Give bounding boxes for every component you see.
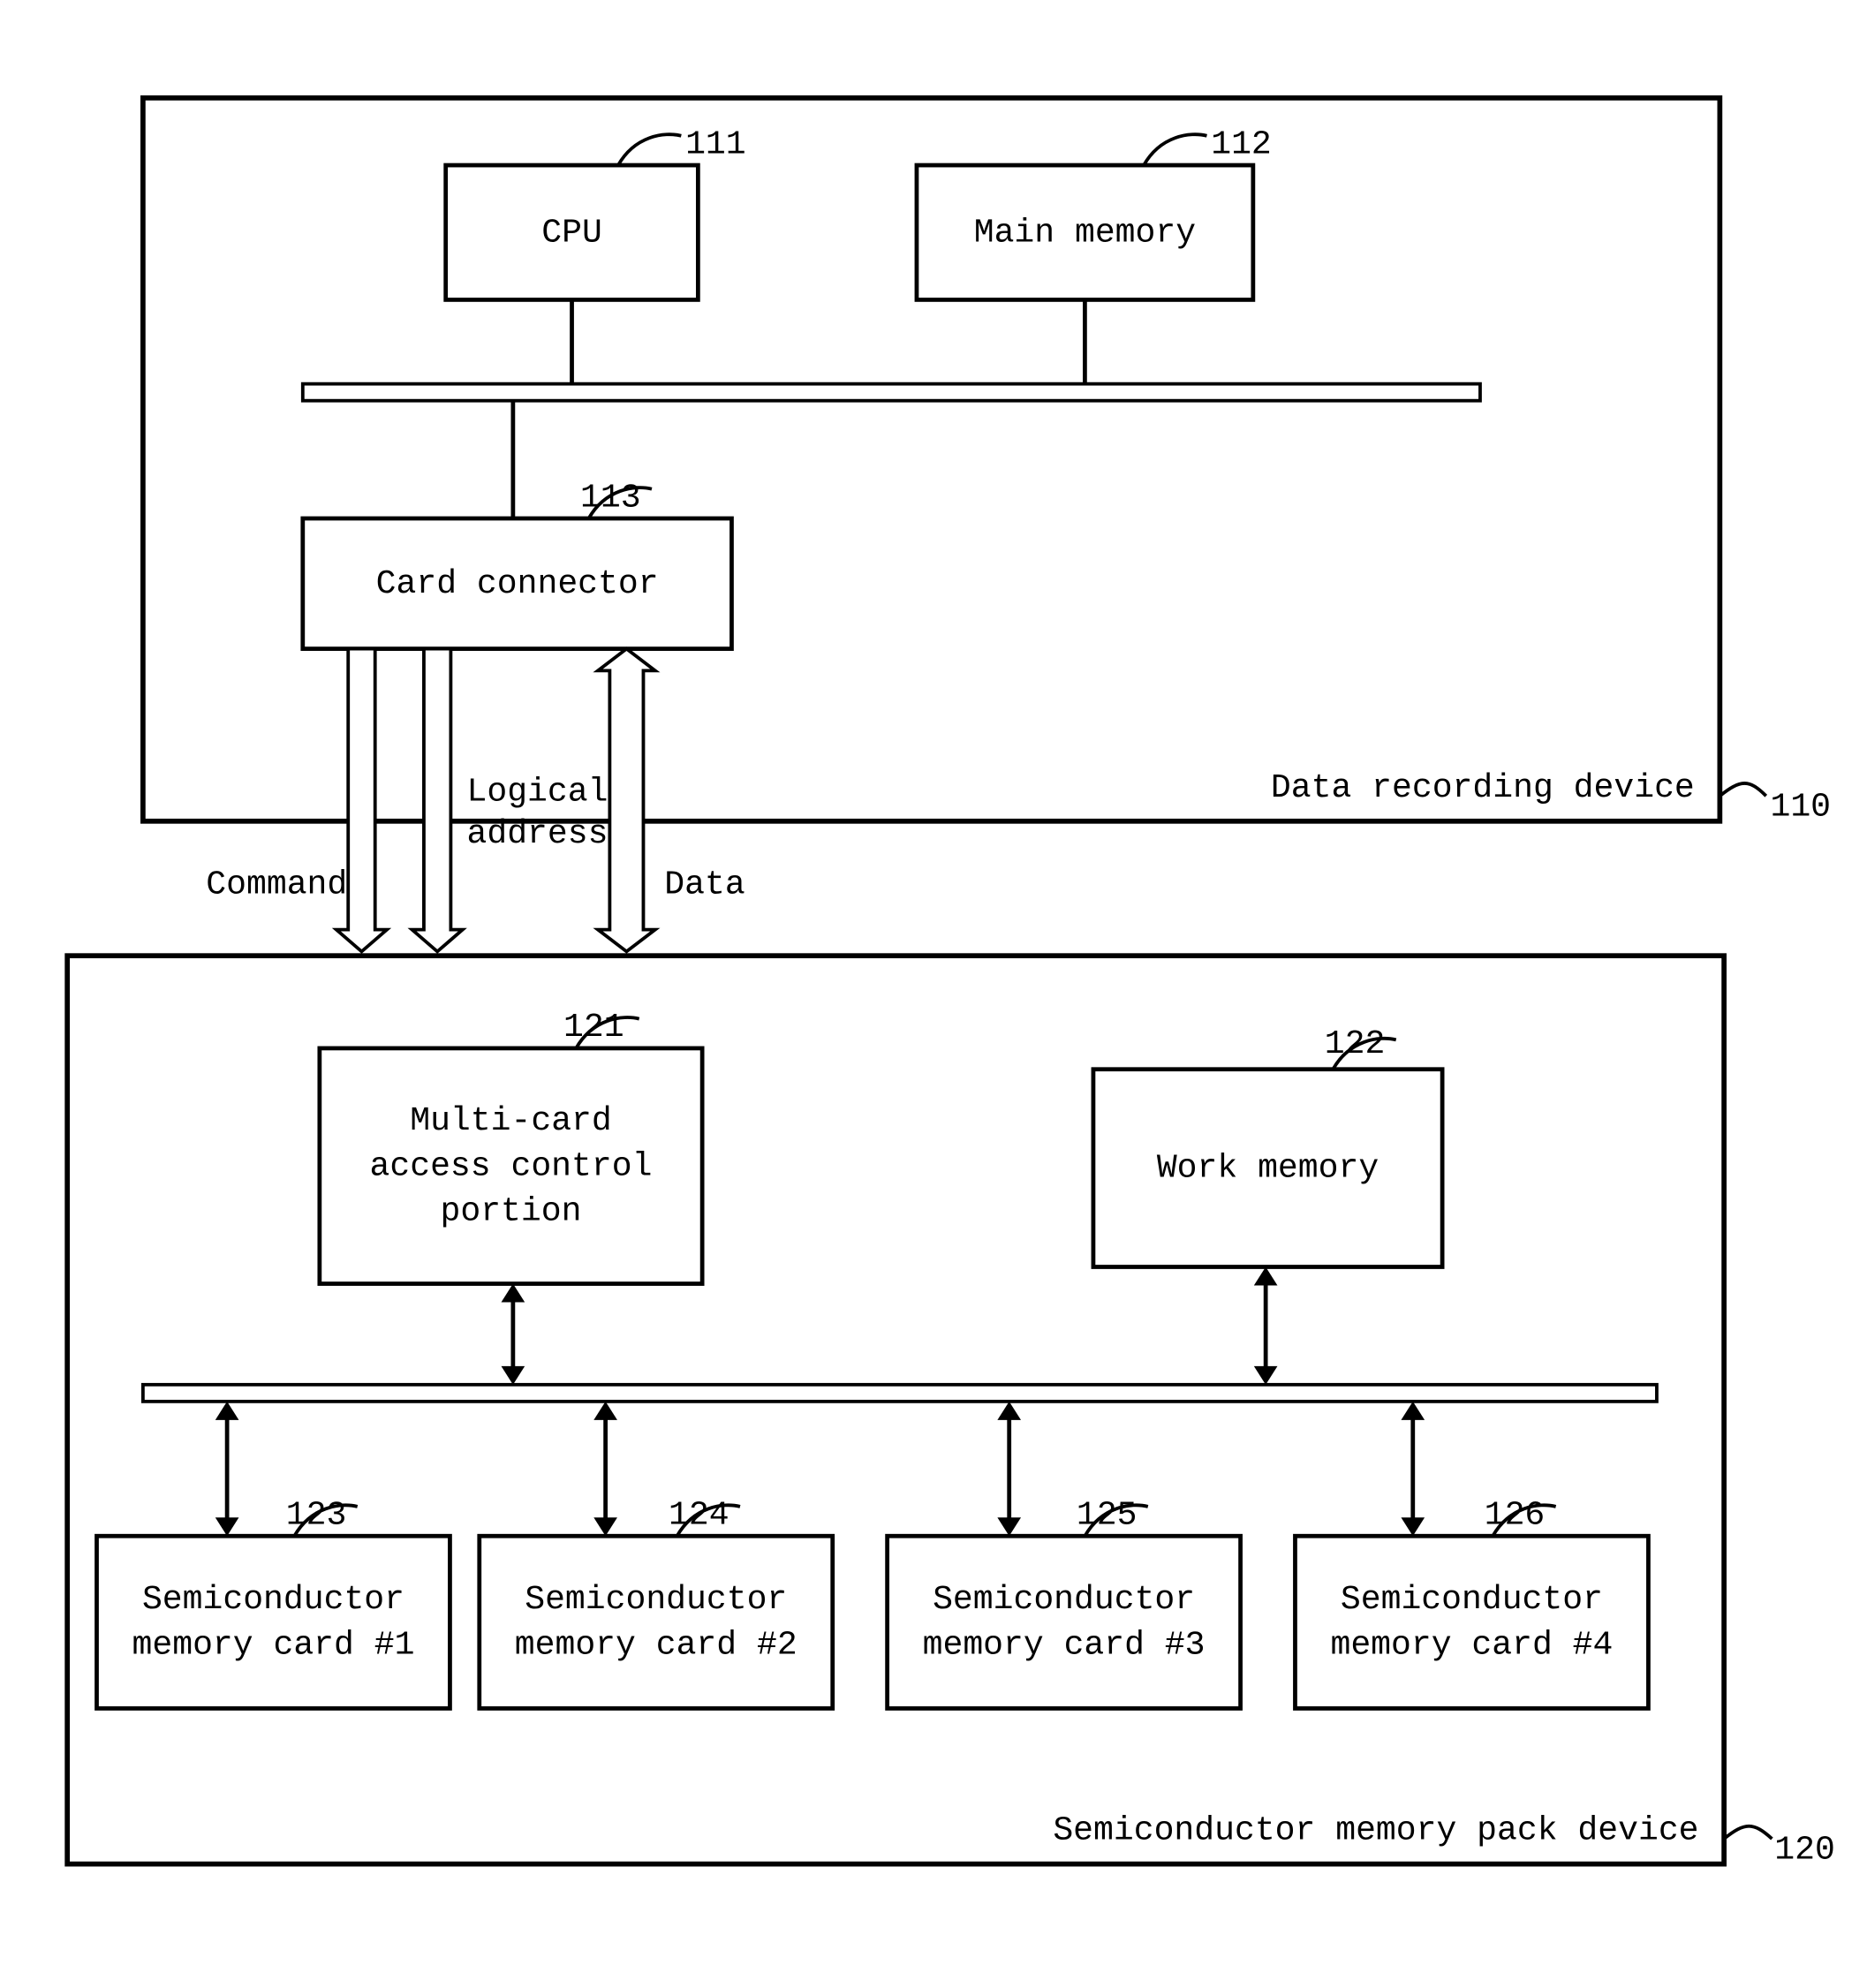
top-bus (303, 384, 1480, 401)
semiconductor-memory-pack-frame (67, 956, 1724, 1863)
sc1-refnum: 123 (286, 1496, 347, 1534)
card-connector-block-label: Card connector (376, 565, 659, 603)
logical-address-label: Logical (467, 774, 608, 812)
top-container-leader (1720, 783, 1765, 796)
diagram-root: Data recording device Semiconductor memor… (67, 98, 1835, 1870)
semiconductor-card-3-block-label: Semiconductor (933, 1581, 1195, 1619)
semiconductor-card-1-block (97, 1536, 450, 1708)
semiconductor-card-3-block (888, 1536, 1241, 1708)
work-memory-block-label: Work memory (1157, 1150, 1379, 1188)
main-memory-block-label: Main memory (974, 214, 1196, 252)
logical-address-label: address (467, 815, 608, 853)
semiconductor-card-4-block-label: memory card #4 (1330, 1627, 1613, 1665)
data-recording-device-label: Data recording device (1271, 769, 1695, 807)
data-label: Data (664, 865, 745, 903)
sc3-refnum: 125 (1077, 1496, 1138, 1534)
semiconductor-memory-pack-label: Semiconductor memory pack device (1053, 1812, 1698, 1850)
multi-card-access-control-block-label: portion (441, 1193, 582, 1231)
macp-refnum: 121 (563, 1009, 624, 1047)
command-label: Command (206, 865, 347, 903)
semiconductor-card-2-block-label: Semiconductor (525, 1581, 787, 1619)
multi-card-access-control-block-label: Multi-card (410, 1102, 612, 1140)
semiconductor-card-3-block-label: memory card #3 (923, 1627, 1206, 1665)
card-connector-refnum: 113 (580, 479, 641, 517)
sc4-refnum: 126 (1485, 1496, 1546, 1534)
top-container-refnum: 110 (1770, 789, 1831, 827)
cpu-refnum: 111 (685, 125, 746, 163)
bottom-bus (143, 1385, 1657, 1402)
semiconductor-card-2-block-label: memory card #2 (515, 1627, 797, 1665)
multi-card-access-control-block-label: access control (370, 1147, 653, 1185)
semiconductor-card-1-block-label: memory card #1 (132, 1627, 415, 1665)
semiconductor-card-4-block-label: Semiconductor (1341, 1581, 1603, 1619)
cpu-block-label: CPU (541, 214, 602, 252)
main-memory-refnum: 112 (1211, 125, 1272, 163)
bottom-container-leader (1724, 1826, 1772, 1839)
work-memory-refnum: 122 (1325, 1025, 1386, 1063)
semiconductor-card-2-block (480, 1536, 833, 1708)
semiconductor-card-1-block-label: Semiconductor (142, 1581, 404, 1619)
sc2-refnum: 124 (669, 1496, 729, 1534)
semiconductor-card-4-block (1295, 1536, 1648, 1708)
bottom-container-refnum: 120 (1774, 1831, 1835, 1869)
